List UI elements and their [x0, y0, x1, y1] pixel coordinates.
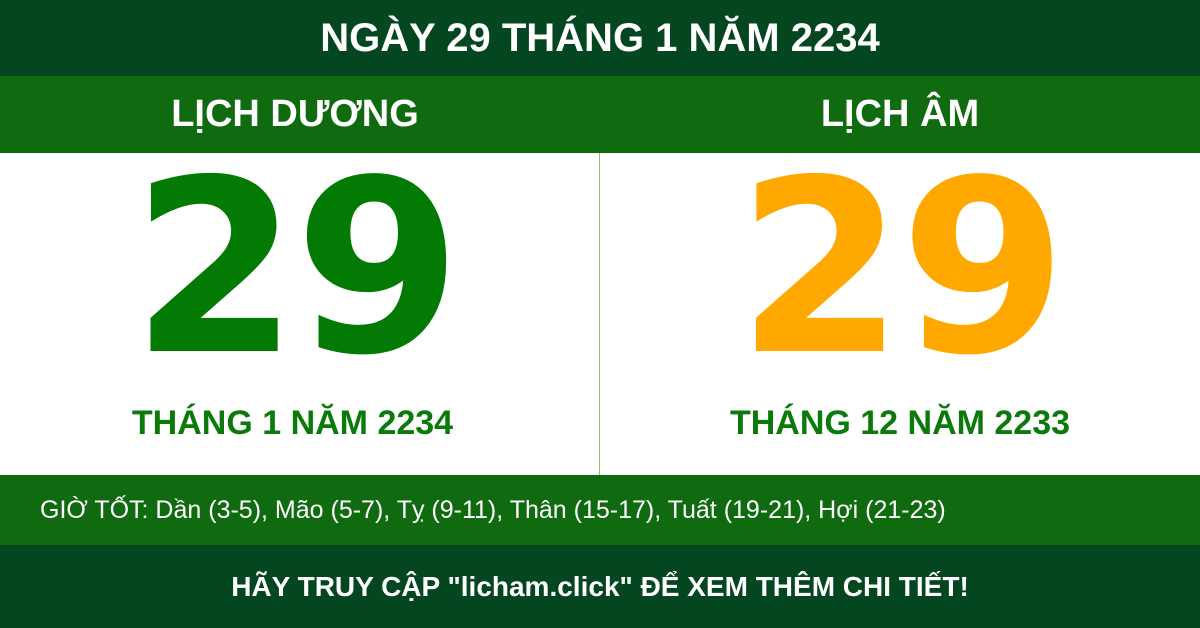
solar-heading: LỊCH DƯƠNG	[171, 93, 419, 135]
calendar-panel: 29 THÁNG 1 NĂM 2234 29 THÁNG 12 NĂM 2233	[0, 128, 1200, 475]
lunar-column: 29 THÁNG 12 NĂM 2233	[600, 128, 1200, 475]
good-hours: GIỜ TỐT: Dần (3-5), Mão (5-7), Tỵ (9-11)…	[0, 475, 1200, 545]
solar-month-year: THÁNG 1 NĂM 2234	[131, 404, 454, 442]
calendar-headings: LỊCH DƯƠNG LỊCH ÂM	[0, 76, 1200, 153]
lunar-day: 29	[737, 128, 1067, 408]
footer-cta: HÃY TRUY CẬP "licham.click" ĐỂ XEM THÊM …	[0, 545, 1200, 628]
lunar-month-year: THÁNG 12 NĂM 2233	[729, 404, 1071, 442]
lunar-heading: LỊCH ÂM	[820, 93, 980, 135]
solar-day: 29	[131, 128, 462, 408]
solar-column: 29 THÁNG 1 NĂM 2234	[0, 128, 600, 475]
page-title: NGÀY 29 THÁNG 1 NĂM 2234	[0, 0, 1200, 76]
